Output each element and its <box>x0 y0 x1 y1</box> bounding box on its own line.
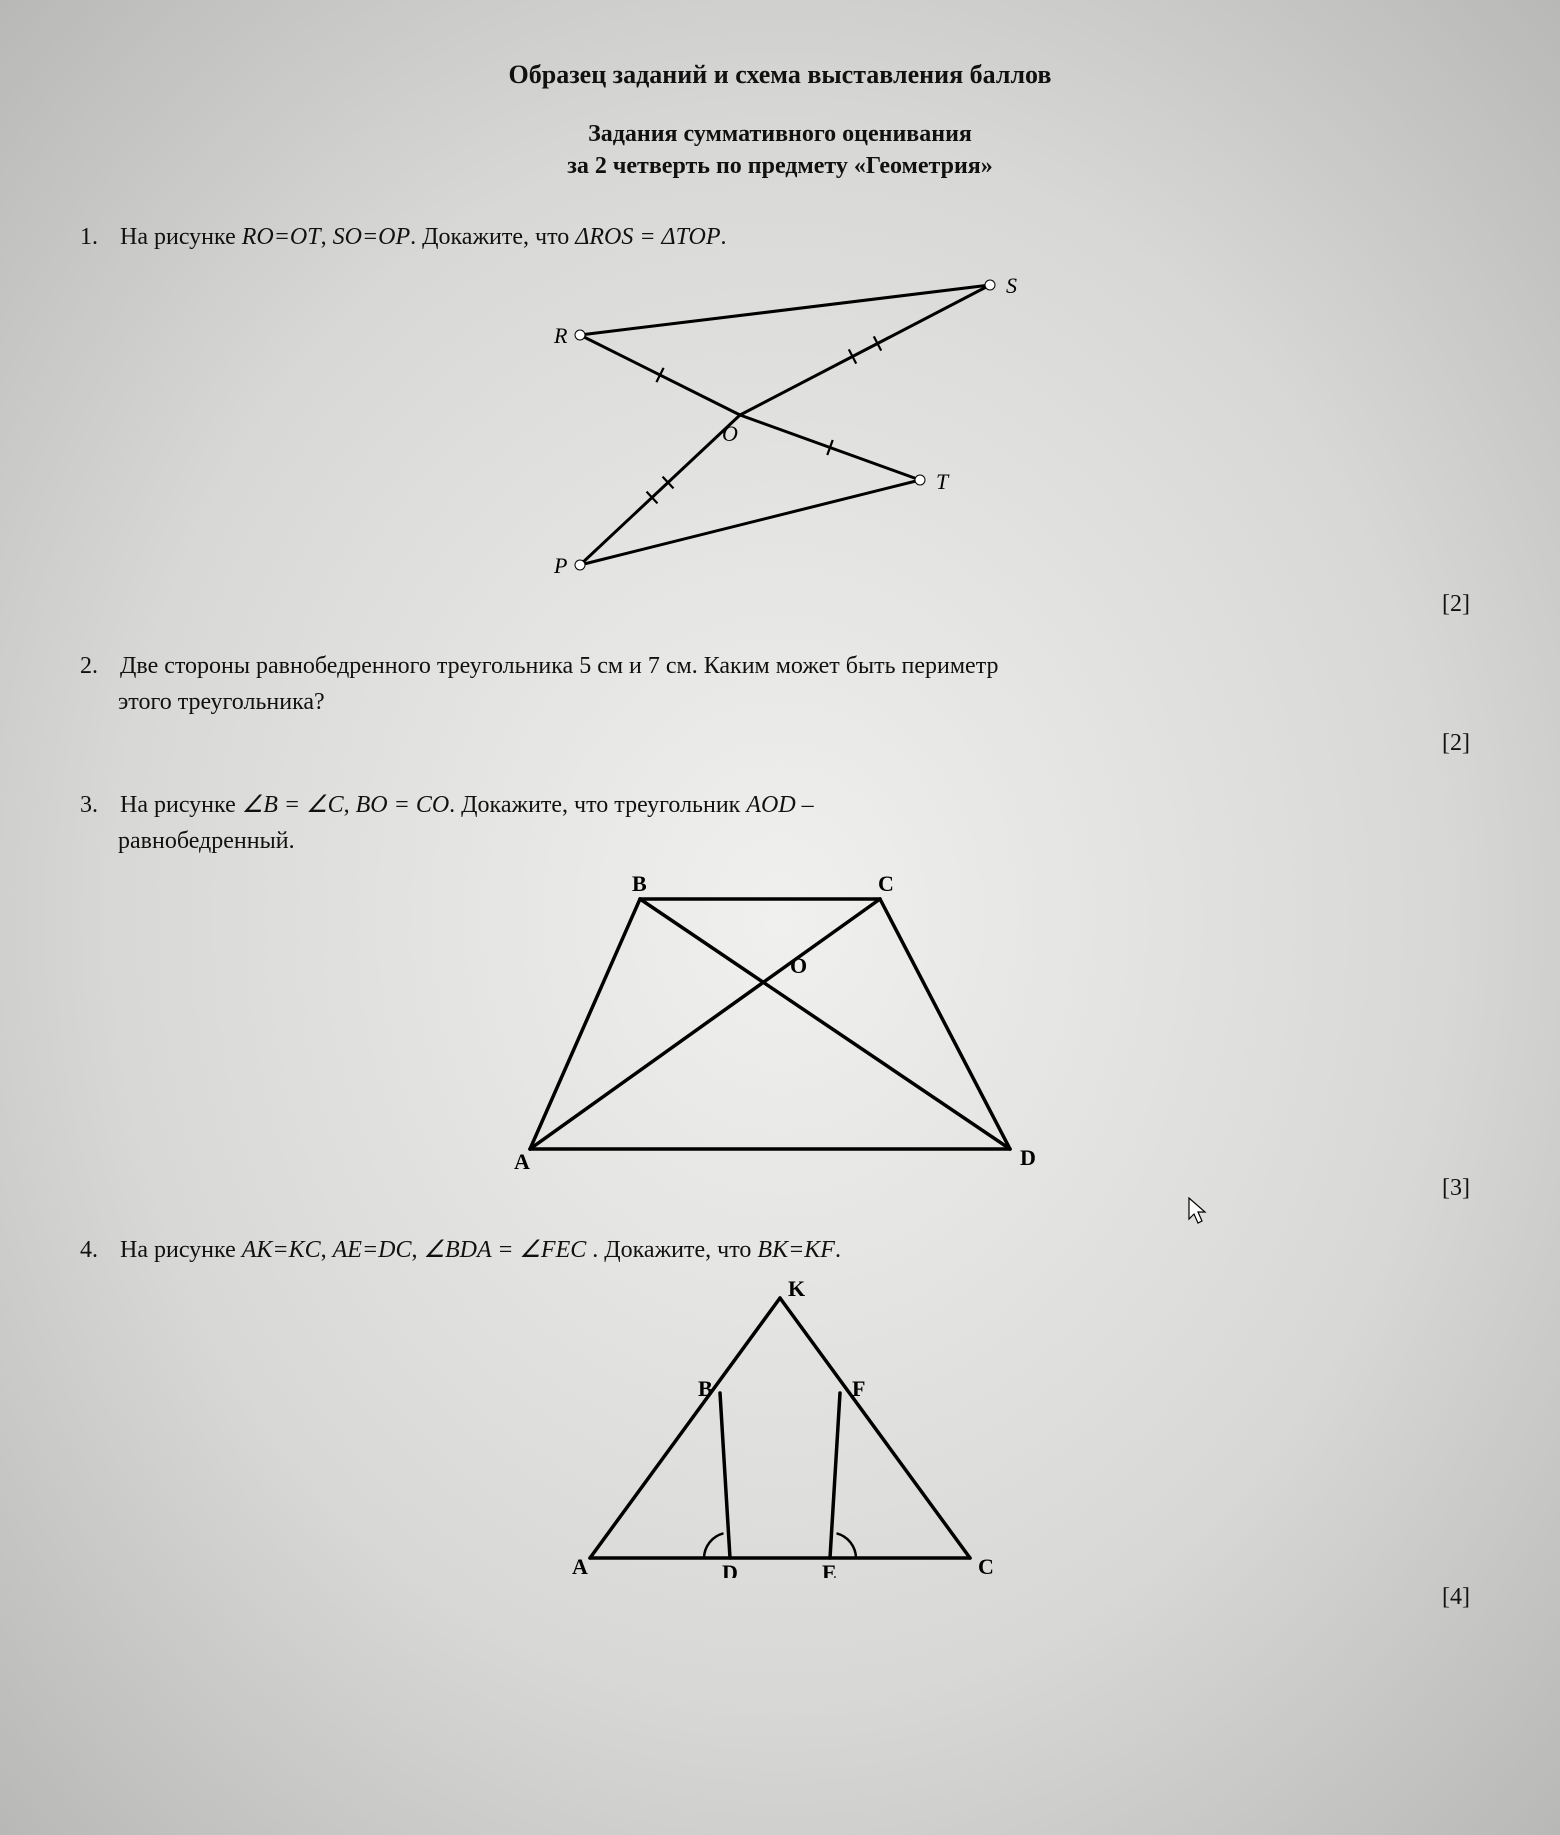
problem-2-number: 2. <box>80 648 108 684</box>
svg-text:A: A <box>572 1554 588 1578</box>
svg-text:F: F <box>852 1376 865 1401</box>
subheading-line1: Задания суммативного оценивания <box>588 121 972 147</box>
figure-3: A B C D O <box>80 869 1480 1169</box>
problem-3-text-line2: равнобедренный. <box>80 823 1480 859</box>
problem-3: 3. На рисунке ∠B = ∠C, BO = CO. Докажите… <box>80 787 1480 859</box>
problem-2-text-line1: Две стороны равнобедренного треугольника… <box>114 653 998 679</box>
svg-text:O: O <box>790 953 807 978</box>
problem-2: 2. Две стороны равнобедренного треугольн… <box>80 648 1480 720</box>
problem-2-points: [2] <box>80 730 1480 757</box>
svg-text:K: K <box>788 1278 805 1301</box>
problem-3-text: На рисунке ∠B = ∠C, BO = CO. Докажите, ч… <box>114 792 814 818</box>
problem-4-text: На рисунке AK=KC, AE=DC, ∠BDA = ∠FEC . Д… <box>114 1237 841 1263</box>
svg-text:D: D <box>1020 1145 1036 1169</box>
problem-2-text-line2: этого треугольника? <box>80 684 1480 720</box>
sub-heading: Задания суммативного оценивания за 2 чет… <box>80 118 1480 183</box>
figure-3-svg: A B C D O <box>500 869 1060 1169</box>
main-heading: Образец заданий и схема выставления балл… <box>80 60 1480 90</box>
problem-1-text: На рисунке RO=OT, SO=OP. Докажите, что Δ… <box>114 224 727 250</box>
svg-text:C: C <box>878 871 894 896</box>
figure-4: A D E C K B F <box>80 1278 1480 1578</box>
problem-4-number: 4. <box>80 1232 108 1268</box>
figure-1: R S O T P <box>80 265 1480 585</box>
svg-text:C: C <box>978 1554 994 1578</box>
document-page: Образец заданий и схема выставления балл… <box>80 60 1480 1745</box>
svg-text:A: A <box>514 1149 530 1169</box>
svg-text:O: O <box>722 421 738 446</box>
problem-3-points: [3] <box>80 1175 1480 1202</box>
problem-1-points: [2] <box>80 591 1480 618</box>
figure-1-svg: R S O T P <box>520 265 1040 585</box>
problem-1: 1. На рисунке RO=OT, SO=OP. Докажите, чт… <box>80 219 1480 255</box>
svg-text:B: B <box>632 871 647 896</box>
problem-3-number: 3. <box>80 787 108 823</box>
svg-text:T: T <box>936 469 950 494</box>
figure-4-svg: A D E C K B F <box>560 1278 1000 1578</box>
svg-text:S: S <box>1006 273 1017 298</box>
subheading-line2: за 2 четверть по предмету «Геометрия» <box>567 153 993 179</box>
problem-4-points: [4] <box>80 1584 1480 1611</box>
problem-4: 4. На рисунке AK=KC, AE=DC, ∠BDA = ∠FEC … <box>80 1232 1480 1268</box>
svg-text:E: E <box>822 1560 837 1578</box>
svg-text:D: D <box>722 1560 738 1578</box>
svg-text:B: B <box>698 1376 713 1401</box>
problem-1-number: 1. <box>80 219 108 255</box>
svg-text:R: R <box>553 323 568 348</box>
svg-text:P: P <box>553 553 567 578</box>
